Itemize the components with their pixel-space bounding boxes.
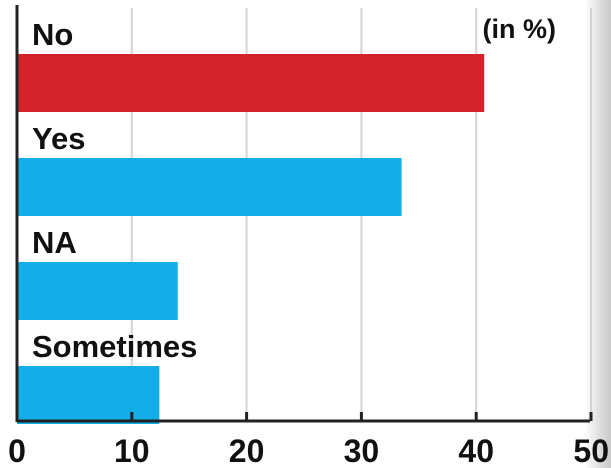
tick-label-0: 0 xyxy=(8,433,26,468)
photo-edge-background xyxy=(585,0,611,468)
bar-na xyxy=(17,262,178,320)
category-label-na: NA xyxy=(32,225,77,260)
tick-label-20: 20 xyxy=(229,433,265,468)
bars xyxy=(17,54,485,424)
x-axis-ticks: 0 10 20 30 40 50 xyxy=(8,412,609,468)
tick-label-10: 10 xyxy=(114,433,150,468)
bar-yes xyxy=(17,158,402,216)
unit-note: (in %) xyxy=(483,14,557,44)
category-label-sometimes: Sometimes xyxy=(32,329,197,364)
tick-label-50: 50 xyxy=(573,433,609,468)
category-label-yes: Yes xyxy=(32,121,85,156)
bar-no xyxy=(17,54,485,112)
tick-label-30: 30 xyxy=(344,433,380,468)
category-labels: No Yes NA Sometimes xyxy=(32,17,197,364)
tick-label-40: 40 xyxy=(458,433,494,468)
bar-sometimes xyxy=(17,366,160,424)
category-label-no: No xyxy=(32,17,73,52)
